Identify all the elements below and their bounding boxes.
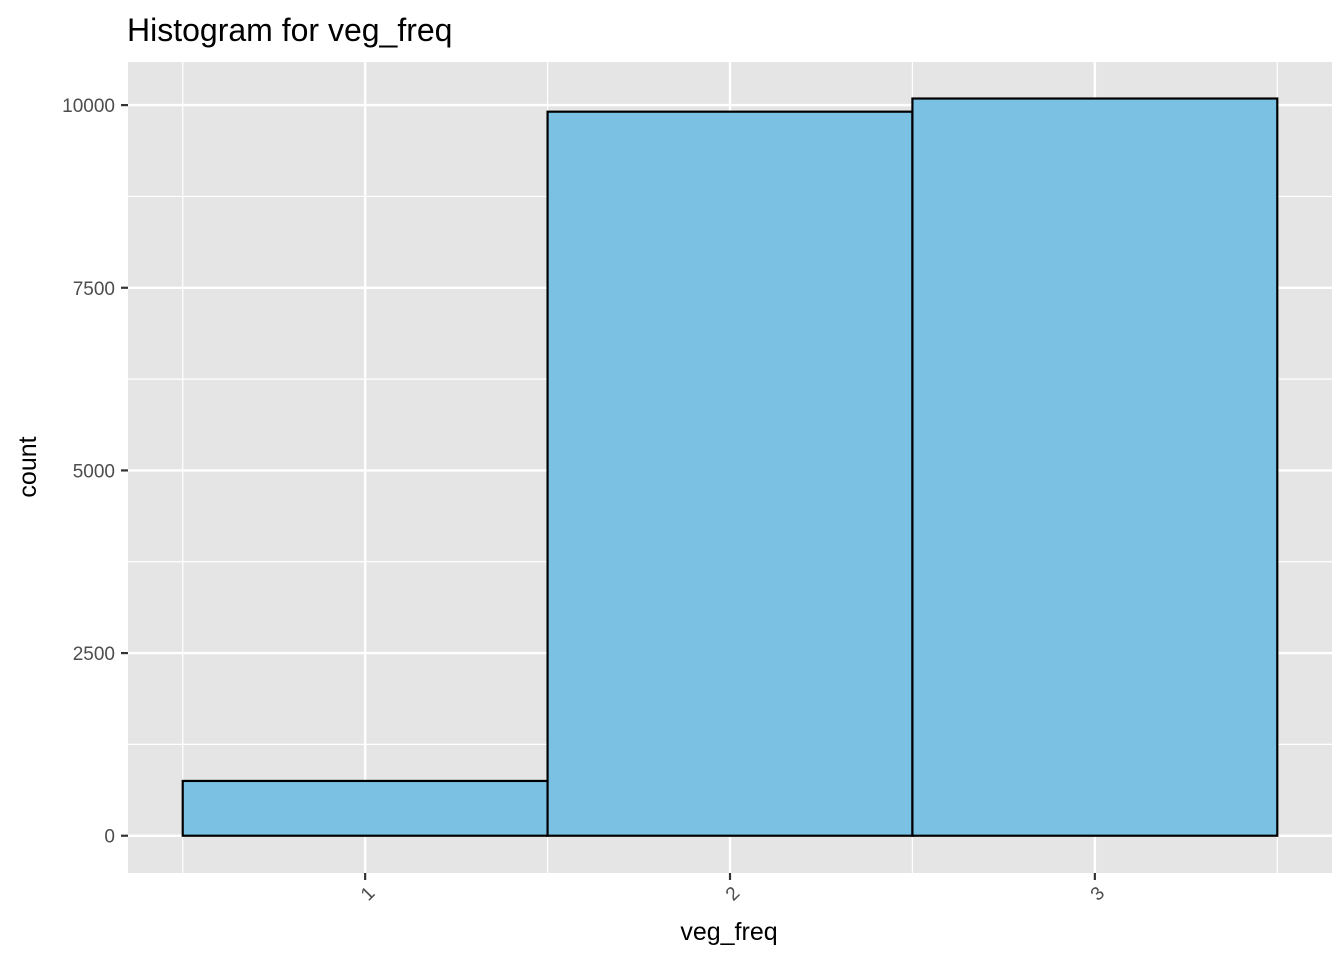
y-tick-label: 5000 [73, 461, 115, 482]
chart-title: Histogram for veg_freq [127, 12, 452, 48]
y-tick-label: 0 [104, 827, 115, 848]
y-tick-label: 7500 [73, 279, 115, 300]
y-axis-title: count [14, 436, 42, 497]
bar-3 [911, 97, 1279, 837]
bars [181, 97, 1279, 837]
x-axis-ticks: 1 2 3 [357, 873, 1109, 905]
y-tick-label: 10000 [62, 96, 115, 117]
x-axis-title: veg_freq [680, 918, 777, 946]
x-tick-label: 1 [357, 883, 379, 905]
x-tick-label: 2 [722, 883, 744, 905]
y-tick-label: 2500 [73, 644, 115, 665]
x-tick-label: 3 [1087, 883, 1109, 905]
y-axis-ticks: 0 2500 5000 7500 10000 [62, 96, 128, 848]
bar-2 [546, 110, 914, 837]
bar-1 [181, 779, 549, 837]
